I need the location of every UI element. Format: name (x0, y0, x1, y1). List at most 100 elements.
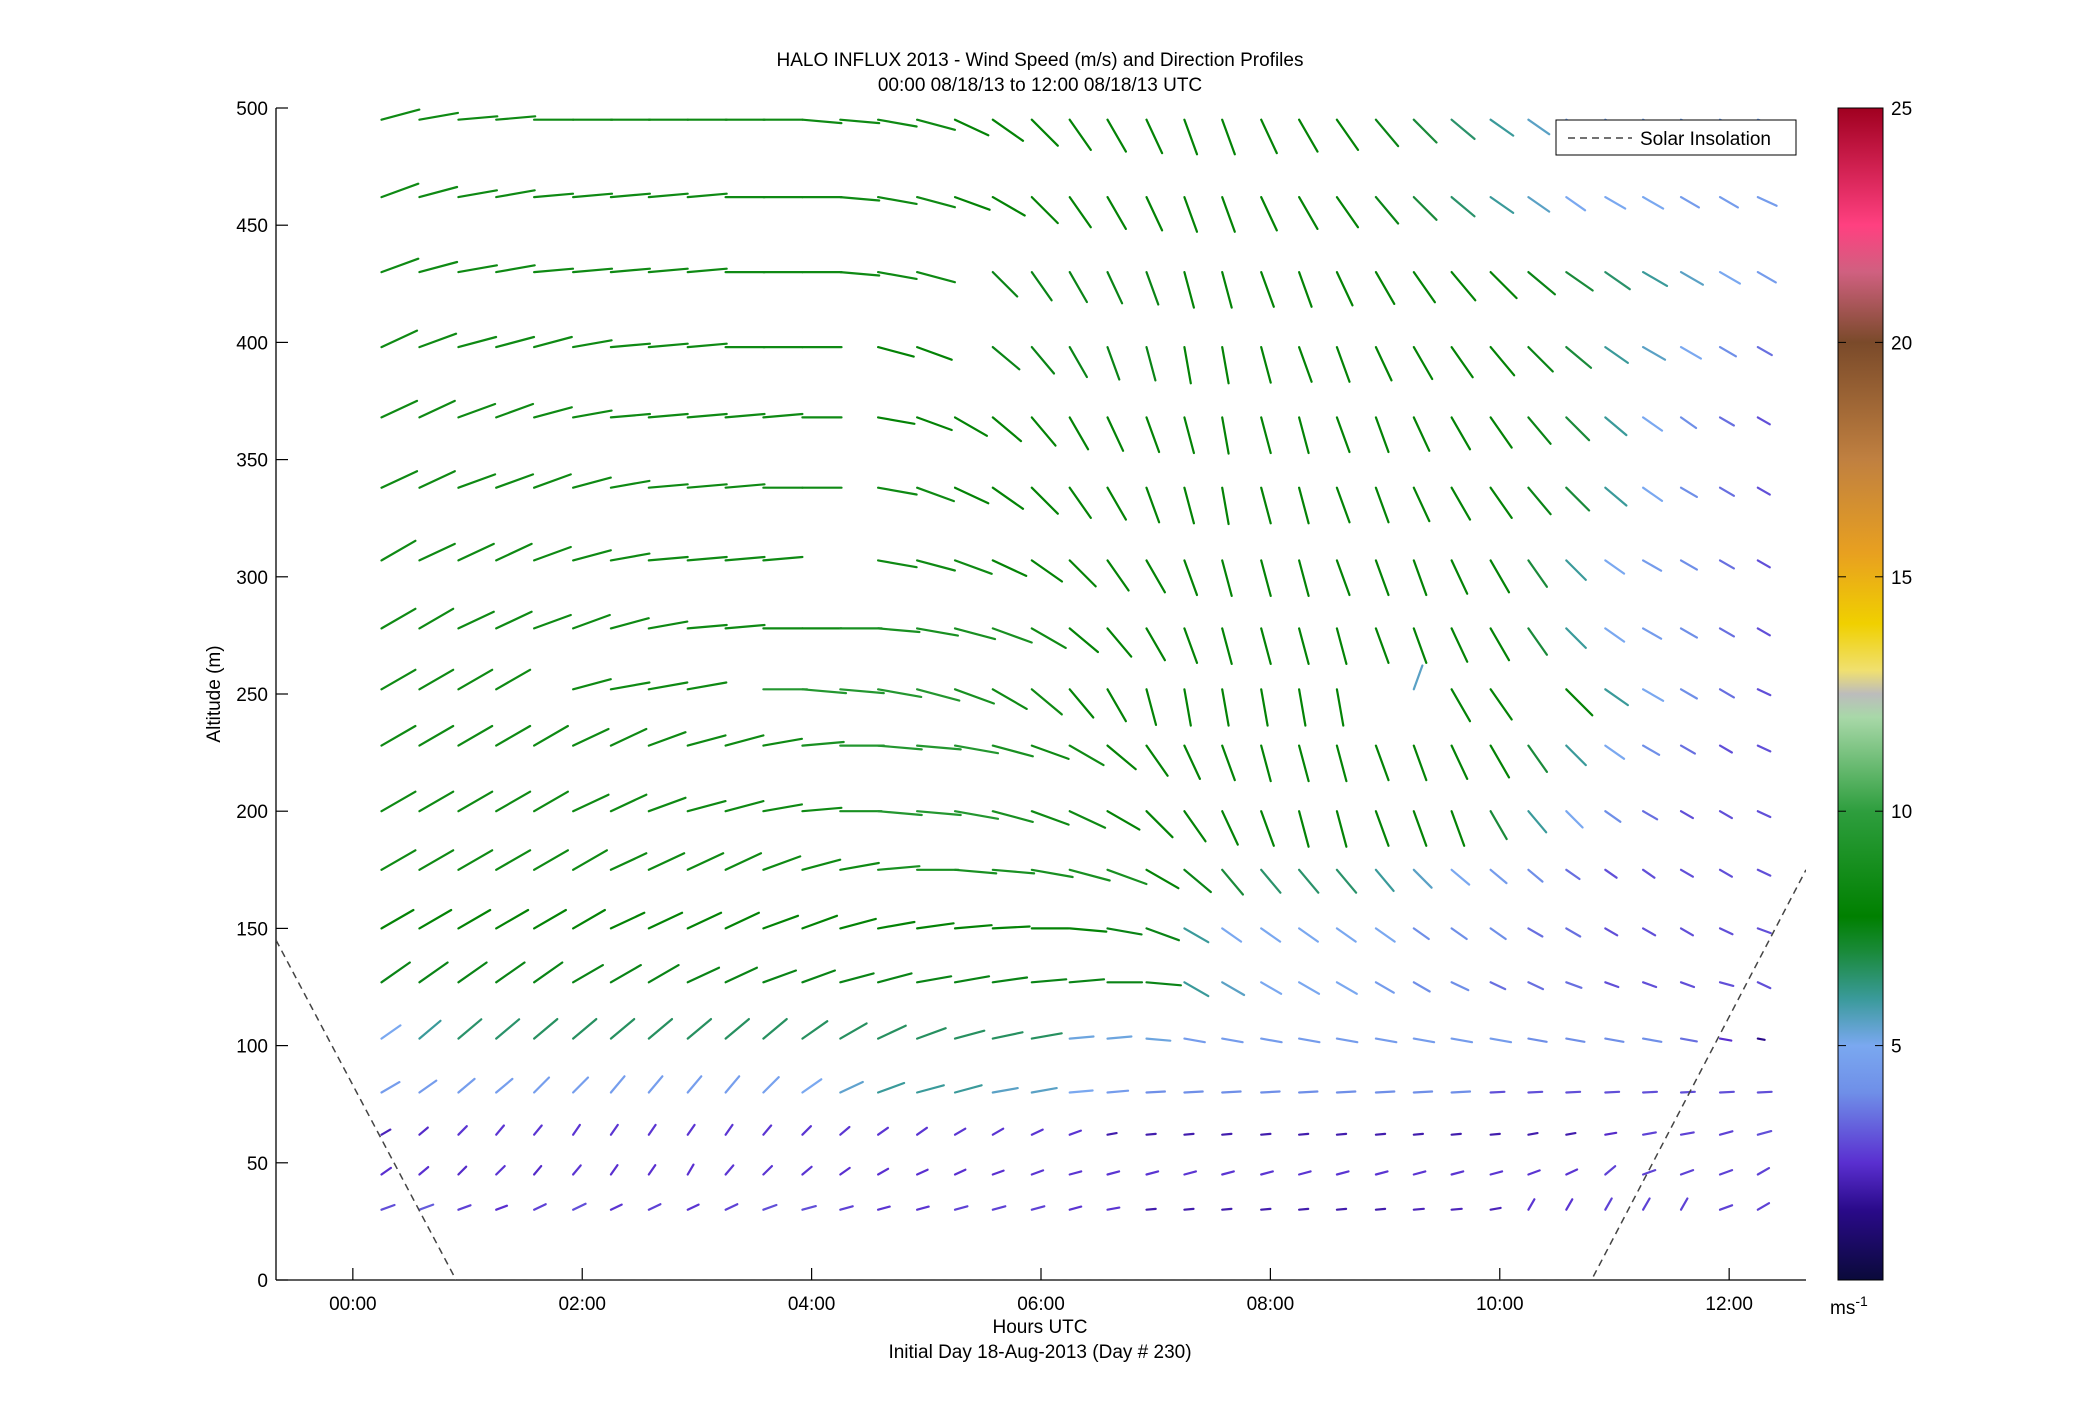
solar-insolation-line (276, 869, 1806, 1280)
wind-barb (1106, 486, 1128, 521)
wind-barb (1068, 416, 1090, 451)
wind-barb (1030, 744, 1070, 761)
wind-barb (991, 559, 1028, 578)
wind-barb (571, 1123, 582, 1136)
wind-barb (876, 486, 918, 496)
wind-barb (1106, 627, 1133, 658)
wind-barb (1183, 1207, 1195, 1211)
wind-barb (418, 849, 455, 871)
wind-barb (380, 1203, 396, 1211)
wind-barb (1145, 810, 1174, 839)
wind-barb (876, 810, 923, 817)
wind-barb (380, 470, 419, 489)
wind-barb (1030, 1169, 1045, 1176)
wind-barb (801, 1204, 817, 1211)
wind-barb (1412, 1037, 1436, 1044)
wind-barb (647, 1203, 662, 1211)
wind-barb (380, 1128, 392, 1136)
wind-barb (1718, 627, 1736, 638)
wind-barb (1145, 688, 1158, 727)
wind-barb (953, 627, 997, 641)
wind-barb (686, 911, 723, 930)
wind-barb (991, 346, 1021, 371)
wind-barb (1450, 1090, 1472, 1094)
wind-barb (1221, 1090, 1242, 1094)
wind-barb (532, 961, 564, 984)
y-tick-label: 250 (236, 685, 268, 706)
wind-barb (418, 399, 456, 419)
wind-barb (876, 1205, 891, 1211)
wind-barb (1106, 346, 1121, 381)
wind-barb (1756, 1129, 1773, 1136)
wind-barb (418, 470, 456, 489)
colorbar-tick-label: 20 (1891, 333, 1912, 354)
wind-barb (1374, 981, 1395, 994)
wind-barb (1145, 196, 1164, 232)
wind-barb (1374, 627, 1390, 665)
wind-barb (1450, 1037, 1474, 1044)
wind-barb (1260, 688, 1269, 727)
wind-barb (495, 790, 532, 813)
wind-barb (380, 849, 417, 871)
wind-barb (1527, 981, 1545, 991)
wind-barb (876, 627, 921, 634)
wind-barb (1221, 927, 1243, 943)
y-tick-label: 150 (236, 919, 268, 940)
wind-barb (1030, 346, 1056, 375)
wind-barb (1106, 416, 1125, 452)
wind-barb (1604, 346, 1630, 364)
wind-barb (686, 192, 728, 199)
wind-barb (1374, 1037, 1398, 1044)
wind-barb (532, 849, 570, 871)
wind-barb (609, 552, 651, 562)
wind-barb (532, 790, 570, 813)
wind-barb (1412, 927, 1430, 941)
wind-barb (991, 486, 1025, 510)
wind-barb (1527, 627, 1549, 656)
wind-barb (953, 559, 993, 575)
wind-barb (1527, 1198, 1536, 1211)
chart-subtitle: 00:00 08/18/13 to 12:00 08/18/13 UTC (878, 75, 1202, 96)
wind-barb (457, 1204, 472, 1211)
wind-barb (380, 329, 419, 349)
wind-barb (1297, 1207, 1310, 1211)
wind-barb (953, 1168, 967, 1176)
wind-barb (991, 627, 1033, 644)
wind-barb (1068, 810, 1107, 829)
wind-barb (1604, 1131, 1618, 1136)
wind-barb (1641, 1090, 1659, 1094)
wind-barb (1565, 627, 1587, 650)
wind-barb (1718, 559, 1736, 570)
wind-barb (1679, 346, 1703, 360)
wind-barb (686, 1075, 703, 1094)
wind-barb (1183, 559, 1199, 597)
wind-barb (1412, 346, 1434, 381)
wind-barb (1335, 346, 1351, 383)
wind-barb (418, 668, 455, 691)
wind-barb (1604, 196, 1627, 210)
wind-barb (876, 196, 918, 205)
wind-barb (724, 555, 766, 562)
wind-barb (1145, 559, 1167, 594)
wind-barb (418, 908, 453, 930)
wind-barb (1641, 688, 1665, 702)
wind-barb (686, 623, 728, 630)
wind-barb (1374, 1132, 1387, 1136)
wind-barb (495, 473, 535, 489)
wind-barb (1527, 1169, 1541, 1176)
wind-barb (991, 196, 1026, 217)
wind-barb (495, 264, 536, 274)
wind-barb (418, 790, 455, 813)
wind-barb (1718, 1168, 1734, 1176)
wind-barb (647, 911, 684, 930)
wind-barb (1106, 196, 1128, 230)
wind-barb (1641, 868, 1656, 879)
wind-barb (418, 724, 455, 747)
wind-barb (1756, 627, 1771, 637)
wind-barb (1718, 927, 1734, 936)
wind-barb (1641, 271, 1669, 287)
wind-barb (1718, 744, 1734, 754)
wind-barb (991, 744, 1034, 758)
y-tick-label: 200 (236, 802, 268, 823)
